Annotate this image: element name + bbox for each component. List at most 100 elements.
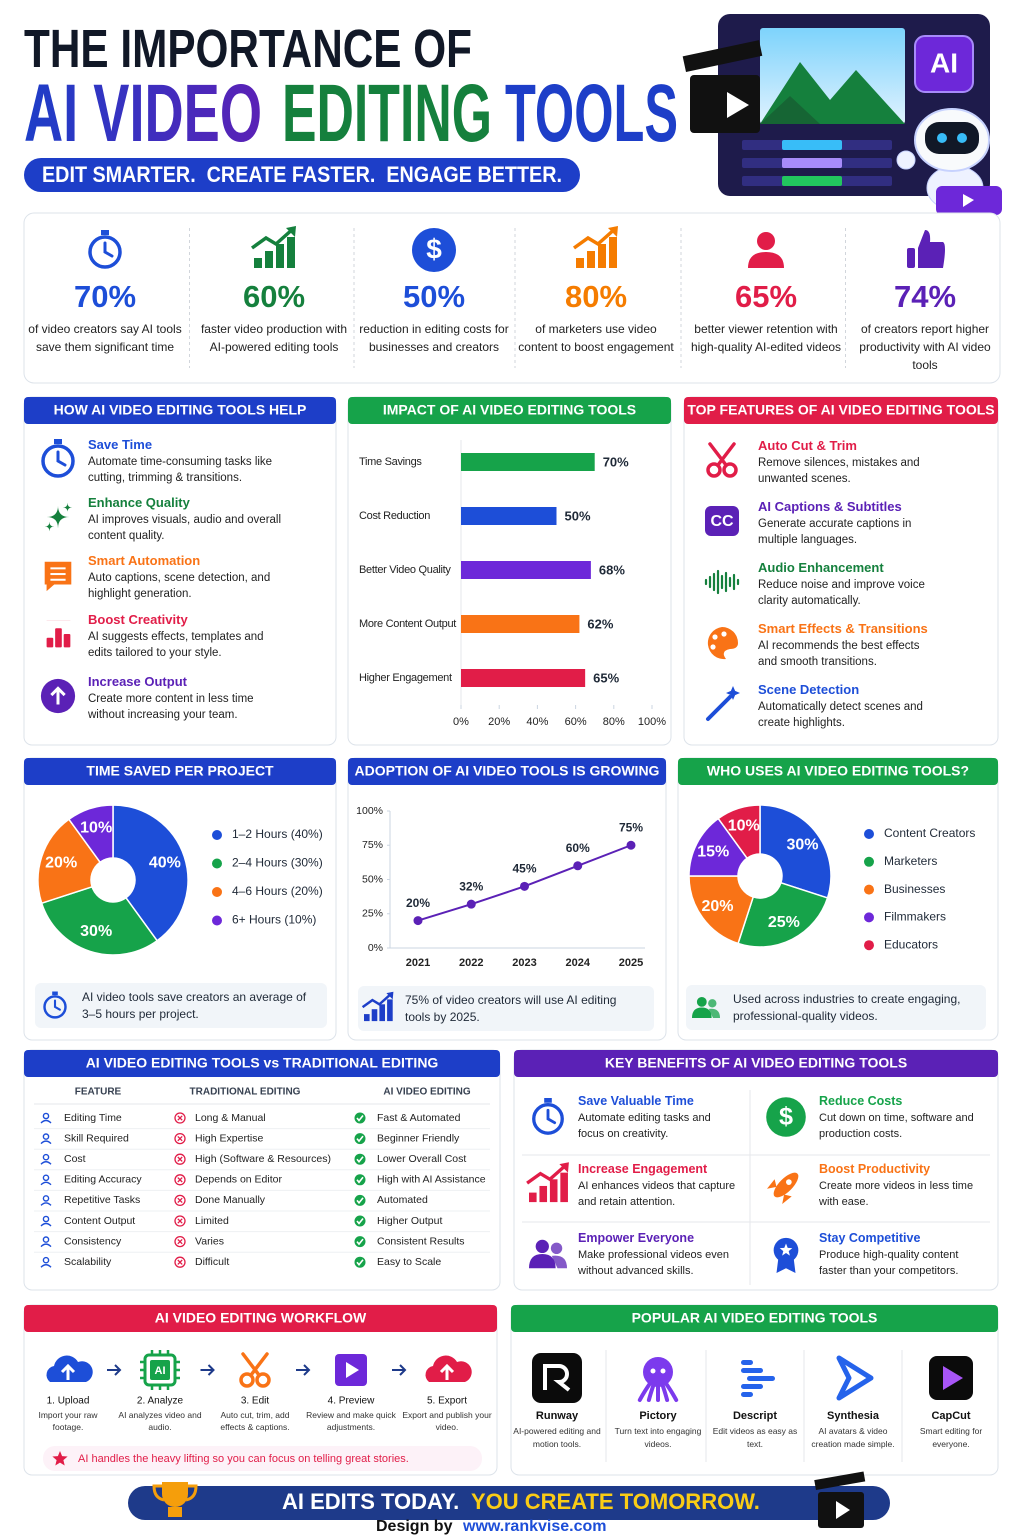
- icon-part: [103, 241, 114, 258]
- help-title: Smart Automation: [88, 553, 201, 568]
- feature-title: Scene Detection: [758, 682, 860, 697]
- icon: [40, 1236, 52, 1248]
- icon: [766, 1097, 806, 1137]
- icon: [40, 1195, 52, 1206]
- feature-title: Audio Enhancement: [758, 560, 884, 575]
- icon-part: [60, 1363, 76, 1380]
- benefit-title: Empower Everyone: [578, 1231, 695, 1245]
- icon-part: [779, 1243, 793, 1256]
- note-box: [35, 983, 327, 1028]
- x-tick-label: 0%: [453, 716, 469, 728]
- legend-dot: [212, 858, 222, 869]
- x-tick-label: 40%: [526, 716, 548, 728]
- icon: [174, 1132, 186, 1145]
- panel-header: [24, 397, 336, 424]
- icon-part: [174, 1112, 186, 1124]
- icon-part: [255, 1372, 271, 1388]
- icon: [354, 1194, 366, 1206]
- icon-part: [40, 1181, 52, 1186]
- table-cell: Automated: [377, 1194, 428, 1206]
- benefit-text: Cut down on time, software and productio…: [819, 1112, 974, 1140]
- icon: [174, 1235, 186, 1248]
- icon: [361, 991, 394, 1022]
- panel-header: [514, 1050, 998, 1077]
- feature-title: Smart Effects & Transitions: [758, 621, 928, 636]
- icon: [425, 1355, 472, 1382]
- line-point: [573, 861, 583, 871]
- icon: [52, 1451, 68, 1466]
- step-title: 3. Edit: [241, 1396, 270, 1407]
- icon-part: [572, 226, 618, 250]
- icon-part: [532, 1102, 564, 1135]
- icon-part: [42, 1153, 50, 1161]
- x-tick-label: 2022: [459, 957, 483, 969]
- tool-text: Edit videos as easy as text.: [712, 1426, 798, 1449]
- icon: [354, 1153, 366, 1165]
- stat-text: of creators report higher productivity w…: [859, 322, 991, 372]
- slice-label: 30%: [80, 923, 112, 940]
- icon-part: [705, 506, 739, 536]
- feature-text: Generate accurate captions in multiple l…: [758, 518, 912, 546]
- banner-text: AI EDITS TODAY.: [282, 1489, 459, 1514]
- icon-part: [721, 631, 727, 637]
- credit-url: www.rankvise.com: [462, 1518, 606, 1535]
- icon-part: [177, 1197, 183, 1204]
- icon-part: [42, 1174, 50, 1182]
- note-text: 75% of video creators will use AI editin…: [405, 993, 617, 1024]
- logo-part: [650, 1368, 656, 1374]
- line-point: [626, 840, 636, 850]
- icon-part: [526, 1162, 569, 1185]
- y-tick-label: 50%: [362, 873, 383, 885]
- icon: [40, 678, 76, 714]
- timeline-clip: [782, 176, 842, 186]
- icon: [529, 1239, 567, 1269]
- icon-part: [907, 248, 915, 268]
- icon: [354, 1133, 366, 1145]
- legend-label: Content Creators: [884, 826, 975, 840]
- slice-label: 10%: [80, 819, 112, 836]
- line-point: [466, 899, 476, 909]
- legend-dot: [864, 829, 874, 839]
- icon: [773, 1237, 799, 1273]
- stat-text: faster video production with AI-powered …: [200, 322, 348, 354]
- icon: [40, 1256, 52, 1268]
- panel-title: KEY BENEFITS OF AI VIDEO EDITING TOOLS: [605, 1055, 907, 1071]
- footer-clapper-top: [814, 1471, 866, 1490]
- table-cell: Varies: [195, 1235, 224, 1247]
- icon-part: [40, 1264, 52, 1268]
- icon-part: [88, 235, 122, 269]
- timeline-clip: [782, 158, 842, 168]
- icon-part: [62, 502, 73, 513]
- table-cell: Editing Time: [64, 1112, 122, 1124]
- icon-part: [696, 997, 707, 1007]
- icon-part: [174, 1153, 186, 1165]
- tablet-play: [963, 194, 974, 207]
- bar-value-label: 65%: [593, 670, 619, 685]
- trophy-base: [168, 1507, 182, 1517]
- panel-title: AI VIDEO EDITING TOOLS vs TRADITIONAL ED…: [86, 1055, 439, 1071]
- stat-text: of marketers use video content to boost …: [518, 322, 674, 354]
- icon-part: [587, 251, 595, 268]
- table-cell: Fast & Automated: [377, 1112, 461, 1124]
- help-text: AI improves visuals, audio and overall c…: [88, 514, 282, 542]
- icon-part: [529, 1192, 537, 1203]
- x-tick-label: 60%: [565, 716, 587, 728]
- icon-part: [708, 442, 736, 467]
- icon: [354, 1174, 366, 1186]
- tool-text: Smart editing for everyone.: [919, 1426, 983, 1449]
- icon: [40, 1112, 52, 1124]
- icon: [174, 1194, 186, 1207]
- icon-part: [174, 1215, 186, 1227]
- icon: [40, 1215, 52, 1227]
- table-cell: High (Software & Resources): [195, 1153, 331, 1165]
- icon: [705, 506, 739, 536]
- panel-header: [24, 758, 336, 785]
- pie-slice: [112, 804, 189, 942]
- icon-part: [560, 1172, 568, 1203]
- line-point: [520, 881, 529, 891]
- icon: [174, 1174, 186, 1186]
- x-tick-label: 2025: [619, 957, 643, 969]
- y-tick-label: 75%: [362, 839, 383, 851]
- icon-part: [535, 1239, 549, 1254]
- icon-glyph: AI: [155, 1365, 166, 1377]
